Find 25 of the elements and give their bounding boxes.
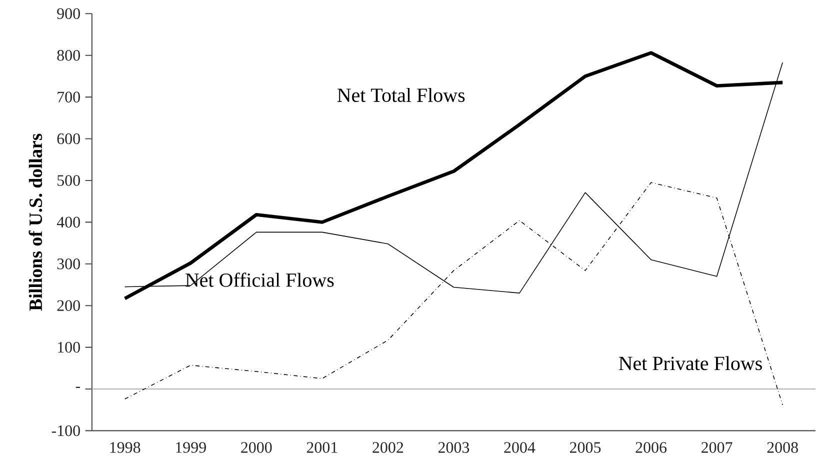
- x-tick-label: 2004: [504, 442, 536, 454]
- y-tick-label: 500: [58, 175, 80, 186]
- y-axis-title: Billions of U.S. dollars: [28, 134, 42, 311]
- y-tick-label: 300: [57, 258, 80, 270]
- x-tick-label: 2002: [372, 442, 404, 454]
- y-tick-label: 200: [57, 300, 80, 312]
- x-tick-label: 2000: [241, 442, 272, 454]
- y-tick-label: 600: [57, 134, 80, 144]
- y-tick-label: 800: [57, 50, 80, 61]
- x-tick-label: 2003: [438, 442, 470, 454]
- x-tick-label: 2007: [702, 442, 732, 454]
- x-tick-label: 2006: [636, 442, 667, 454]
- y-tick-label: 700: [58, 92, 80, 103]
- x-tick-label: 2005: [570, 442, 601, 454]
- y-tick-label: 900: [57, 8, 80, 20]
- text: Net Total Flows: [337, 88, 465, 102]
- x-tick-label: 1998: [110, 442, 140, 454]
- x-tick-label: 1999: [176, 442, 206, 453]
- x-tick-label: 2001: [306, 442, 338, 454]
- y-tick-label: -100: [52, 425, 80, 436]
- series-label: Net Private Flows: [618, 356, 762, 370]
- x-tick-label: 2008: [767, 442, 798, 454]
- y-tick-label: 400: [56, 216, 80, 228]
- y-tick-label: 100: [58, 342, 80, 353]
- y-tick-label: -: [76, 386, 80, 388]
